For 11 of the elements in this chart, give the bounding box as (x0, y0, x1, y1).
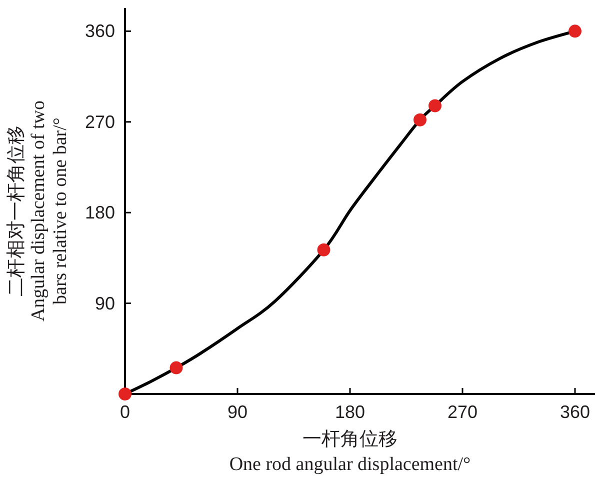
x-tick-label: 90 (227, 402, 248, 422)
y-tick-label: 90 (94, 293, 115, 314)
y-tick-label: 270 (84, 112, 115, 132)
x-tick-label: 360 (560, 402, 590, 422)
x-axis-title: 一杆角位移 One rod angular displacement/° (229, 429, 471, 475)
y-tick-label: 180 (84, 202, 115, 223)
x-tick-label: 270 (447, 402, 478, 422)
y-axis-title: 二杆相对一杆角位移 Angular displacement of two bars relative to one bar/° (6, 100, 71, 322)
y-tick-label: 360 (84, 21, 115, 42)
x-tick-label: 0 (120, 402, 130, 422)
x-tick-label: 180 (334, 402, 366, 422)
